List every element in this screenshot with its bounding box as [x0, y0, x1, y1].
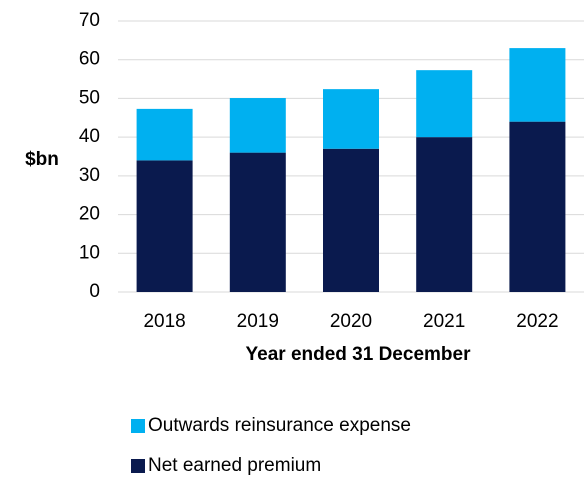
- y-axis-label: $bn: [25, 149, 59, 170]
- y-tick-label: 50: [79, 87, 100, 108]
- x-tick-label: 2018: [143, 311, 185, 332]
- x-tick-label: 2020: [330, 311, 372, 332]
- legend-swatch: [131, 419, 145, 433]
- bar-segment: [323, 148, 379, 292]
- bar-segment: [136, 108, 193, 161]
- bar-segment: [416, 137, 473, 292]
- legend-label: Net earned premium: [148, 455, 321, 476]
- y-tick-label: 0: [89, 281, 100, 302]
- legend-label: Outwards reinsurance expense: [148, 415, 411, 436]
- bar-segment: [229, 152, 286, 292]
- y-tick-label: 30: [79, 165, 100, 186]
- legend-swatch: [131, 459, 145, 473]
- x-axis-label: Year ended 31 December: [246, 344, 472, 365]
- y-tick-label: 70: [79, 10, 100, 31]
- bar-segment: [509, 48, 566, 122]
- bar-segment: [229, 98, 286, 153]
- y-tick-label: 40: [79, 126, 100, 147]
- bar-segment: [136, 160, 193, 292]
- bar-segment: [416, 70, 473, 138]
- bar-segment: [323, 89, 379, 149]
- x-tick-label: 2022: [516, 311, 558, 332]
- y-tick-label: 20: [79, 204, 100, 225]
- y-tick-label: 60: [79, 49, 100, 70]
- x-tick-label: 2021: [423, 311, 465, 332]
- x-tick-label: 2019: [237, 311, 279, 332]
- y-tick-label: 10: [79, 242, 100, 263]
- bar-segment: [509, 121, 566, 293]
